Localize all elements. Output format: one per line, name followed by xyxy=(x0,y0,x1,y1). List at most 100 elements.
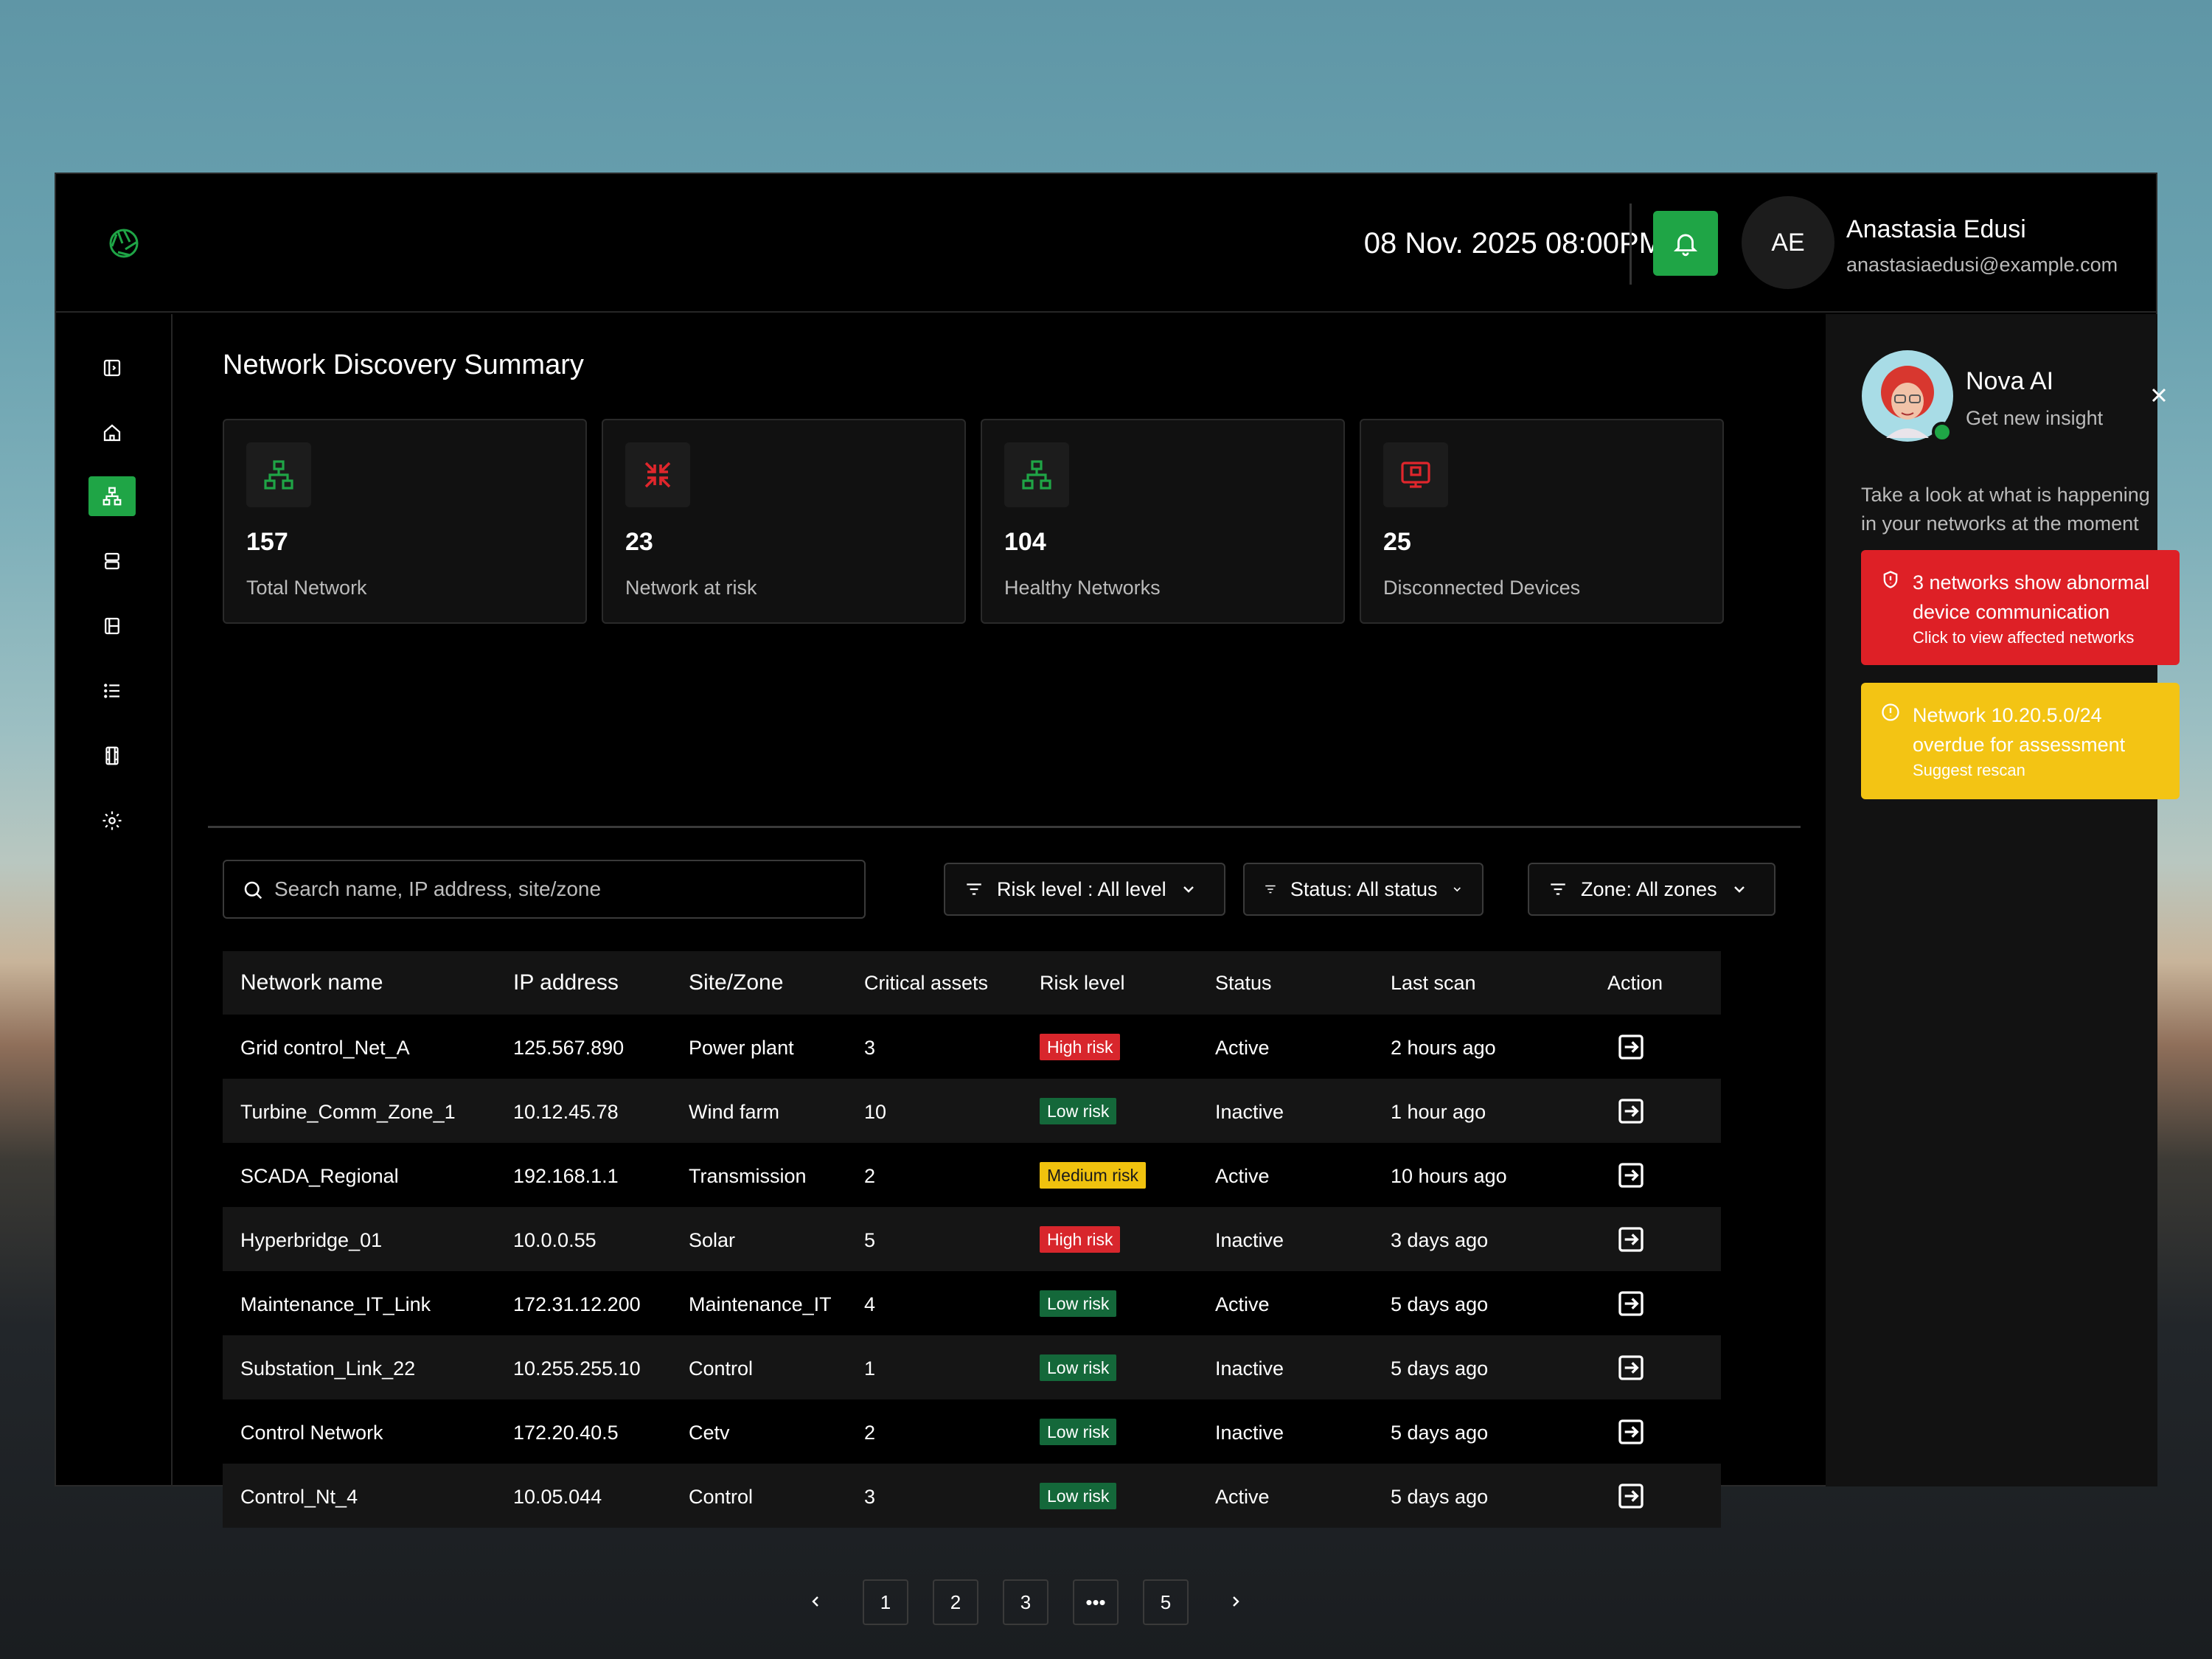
sidebar-item-list[interactable] xyxy=(88,671,136,711)
cell-critical: 5 xyxy=(864,1229,876,1251)
book-icon xyxy=(105,617,119,635)
alert-overdue-assessment[interactable]: Network 10.20.5.0/24 overdue for assessm… xyxy=(1861,683,2180,799)
sidebar-item-home[interactable] xyxy=(88,413,136,453)
page-button[interactable]: 1 xyxy=(863,1579,908,1625)
ai-name: Nova AI xyxy=(1966,367,2054,395)
cell-status: Inactive xyxy=(1215,1101,1284,1123)
prev-page-button[interactable] xyxy=(801,1587,830,1616)
cell-critical: 4 xyxy=(864,1293,876,1315)
cell-name: SCADA_Regional xyxy=(240,1165,399,1187)
cell-critical: 10 xyxy=(864,1101,887,1123)
sidebar-item-settings[interactable] xyxy=(88,801,136,841)
table-row[interactable]: Hyperbridge_01 10.0.0.55 Solar 5 High risk In… xyxy=(223,1207,1721,1271)
risk-badge: Low risk xyxy=(1040,1483,1117,1509)
view-network-button[interactable] xyxy=(1616,1225,1646,1254)
table-row[interactable]: Grid control_Net_A 125.567.890 Power plant… xyxy=(223,1015,1721,1079)
cell-ip: 192.168.1.1 xyxy=(513,1165,619,1187)
view-network-button[interactable] xyxy=(1616,1032,1646,1062)
sidebar-item-networks[interactable] xyxy=(88,476,136,516)
close-panel-button[interactable] xyxy=(2147,383,2171,407)
cell-name: Turbine_Comm_Zone_1 xyxy=(240,1101,456,1123)
column-header[interactable]: Last scan xyxy=(1391,972,1476,994)
card-network-at-risk[interactable]: 23 Network at risk xyxy=(602,419,966,624)
alert-link[interactable]: Suggest rescan xyxy=(1913,761,2025,779)
column-header[interactable]: Site/Zone xyxy=(689,970,784,995)
alert-title: Network 10.20.5.0/24 overdue for assessm… xyxy=(1913,704,2126,756)
card-value: 157 xyxy=(246,528,288,556)
view-network-button[interactable] xyxy=(1616,1481,1646,1511)
page-ellipsis[interactable]: ••• xyxy=(1073,1579,1119,1625)
risk-badge: Low risk xyxy=(1040,1098,1117,1124)
risk-badge: Low risk xyxy=(1040,1354,1117,1381)
column-header[interactable]: IP address xyxy=(513,970,619,995)
top-header: 08 Nov. 2025 08:00PM AE Anastasia Edusi … xyxy=(56,174,2156,313)
column-header: Action xyxy=(1607,972,1663,994)
sidebar-item-servers[interactable] xyxy=(88,541,136,581)
view-network-button[interactable] xyxy=(1616,1161,1646,1190)
table-row[interactable]: Control_Nt_4 10.05.044 Control 3 Low risk Act… xyxy=(223,1464,1721,1528)
sidebar-toggle[interactable] xyxy=(88,348,136,388)
cell-scan: 5 days ago xyxy=(1391,1357,1489,1380)
sidebar-item-media[interactable] xyxy=(88,736,136,776)
cell-critical: 2 xyxy=(864,1165,876,1187)
list-icon xyxy=(104,684,119,698)
alert-link[interactable]: Click to view affected networks xyxy=(1913,628,2135,647)
view-network-button[interactable] xyxy=(1616,1353,1646,1382)
cell-site: Control xyxy=(689,1486,754,1508)
cell-name: Hyperbridge_01 xyxy=(240,1229,383,1251)
card-total-network[interactable]: 157 Total Network xyxy=(223,419,587,624)
table-row[interactable]: Control Network 172.20.40.5 Cetv 2 Low risk I… xyxy=(223,1399,1721,1464)
card-label: Network at risk xyxy=(625,577,757,599)
cell-name: Control_Nt_4 xyxy=(240,1486,358,1508)
table-row[interactable]: Turbine_Comm_Zone_1 10.12.45.78 Wind farm 1… xyxy=(223,1079,1721,1143)
sidebar xyxy=(56,314,173,1486)
search-input[interactable] xyxy=(274,861,849,917)
page-button[interactable]: 3 xyxy=(1003,1579,1048,1625)
network-icon xyxy=(102,487,122,506)
cell-scan: 10 hours ago xyxy=(1391,1165,1507,1187)
table-row[interactable]: Maintenance_IT_Link 172.31.12.200 Maintena… xyxy=(223,1271,1721,1335)
page-button[interactable]: 5 xyxy=(1143,1579,1189,1625)
cell-status: Inactive xyxy=(1215,1229,1284,1251)
ai-avatar xyxy=(1861,349,1954,442)
column-header[interactable]: Risk level xyxy=(1040,972,1125,994)
cell-name: Grid control_Net_A xyxy=(240,1037,410,1059)
cell-critical: 3 xyxy=(864,1486,876,1508)
chevron-down-icon xyxy=(1183,886,1194,893)
bell-icon xyxy=(1673,234,1698,257)
view-network-button[interactable] xyxy=(1616,1096,1646,1126)
film-icon xyxy=(105,746,119,765)
column-header[interactable]: Status xyxy=(1215,972,1272,994)
table-row[interactable]: Substation_Link_22 10.255.255.10 Control 1 L… xyxy=(223,1335,1721,1399)
status-filter[interactable]: Status: All status xyxy=(1243,863,1484,916)
next-page-button[interactable] xyxy=(1221,1587,1251,1616)
view-network-button[interactable] xyxy=(1616,1417,1646,1447)
cell-ip: 10.05.044 xyxy=(513,1486,602,1508)
user-avatar[interactable]: AE xyxy=(1742,196,1834,289)
notifications-button[interactable] xyxy=(1653,211,1718,276)
table-row[interactable]: SCADA_Regional 192.168.1.1 Transmission 2 Me… xyxy=(223,1143,1721,1207)
cell-site: Transmission xyxy=(689,1165,807,1187)
app-window: 08 Nov. 2025 08:00PM AE Anastasia Edusi … xyxy=(55,173,2180,1625)
gear-icon xyxy=(102,811,122,830)
cell-critical: 2 xyxy=(864,1422,876,1444)
card-value: 23 xyxy=(625,528,653,556)
zone-filter[interactable]: Zone: All zones xyxy=(1528,863,1775,916)
cell-ip: 172.31.12.200 xyxy=(513,1293,641,1315)
cell-status: Inactive xyxy=(1215,1422,1284,1444)
view-network-button[interactable] xyxy=(1616,1289,1646,1318)
column-header[interactable]: Critical assets xyxy=(864,972,989,994)
cell-status: Active xyxy=(1215,1165,1270,1187)
alert-abnormal-communication[interactable]: 3 networks show abnormal device communic… xyxy=(1861,550,2180,665)
card-healthy-networks[interactable]: 104 Healthy Networks xyxy=(981,419,1345,624)
sidebar-item-reports[interactable] xyxy=(88,606,136,646)
risk-badge: Low risk xyxy=(1040,1419,1117,1445)
page-button[interactable]: 2 xyxy=(933,1579,978,1625)
risk-level-filter[interactable]: Risk level : All level xyxy=(944,863,1225,916)
column-header[interactable]: Network name xyxy=(240,970,383,995)
card-value: 104 xyxy=(1004,528,1046,556)
logo-icon[interactable] xyxy=(108,227,140,260)
cell-site: Solar xyxy=(689,1229,736,1251)
card-disconnected-devices[interactable]: 25 Disconnected Devices xyxy=(1360,419,1724,624)
arrow-right-icon xyxy=(1618,1291,1644,1316)
